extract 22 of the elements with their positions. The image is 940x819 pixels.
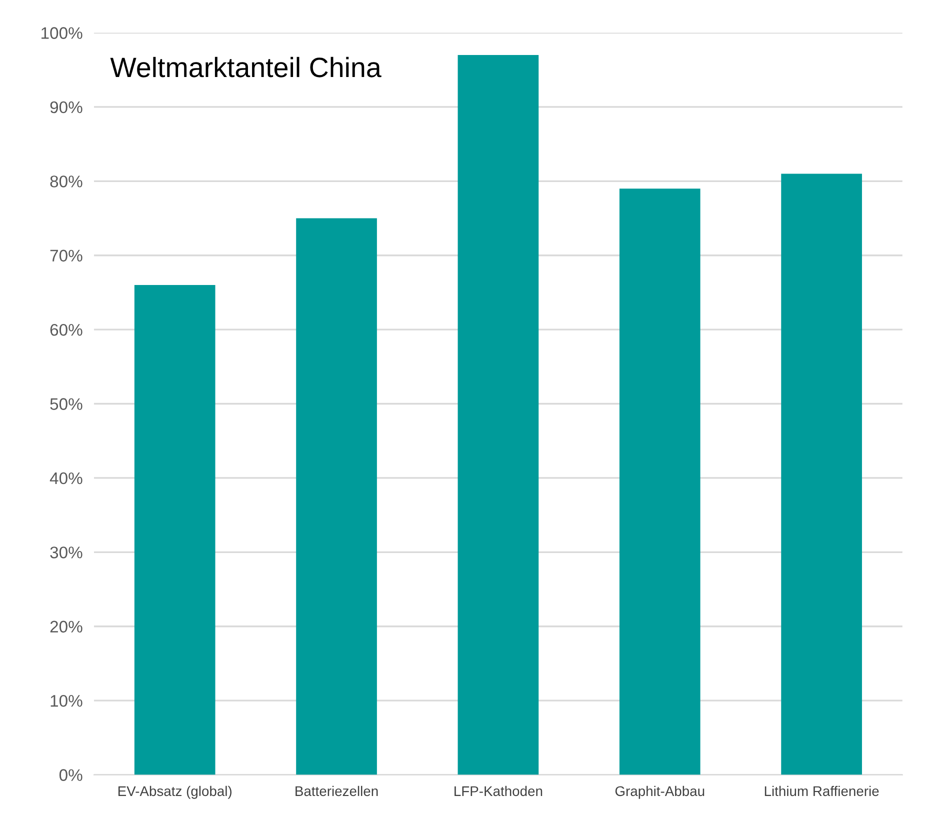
y-tick-label: 80% bbox=[50, 176, 82, 188]
y-tick-label: 30% bbox=[50, 546, 82, 558]
y-tick-label: 40% bbox=[50, 472, 82, 484]
bar bbox=[458, 55, 539, 775]
y-tick-label: 90% bbox=[50, 101, 82, 114]
y-tick-label: 70% bbox=[50, 250, 82, 262]
x-tick-label: EV-Absatz (global) bbox=[118, 786, 232, 799]
x-tick-label: Graphit-Abbau bbox=[615, 786, 704, 799]
y-tick-label: 0% bbox=[59, 769, 82, 781]
x-tick-label: LFP-Kathoden bbox=[454, 786, 542, 796]
bar bbox=[134, 285, 216, 775]
y-tick-label: 100% bbox=[42, 27, 82, 39]
bar bbox=[619, 188, 700, 775]
bar bbox=[781, 174, 862, 775]
y-tick-label: 10% bbox=[50, 694, 82, 707]
bar bbox=[296, 218, 377, 775]
x-tick-label: Lithium Raffienerie bbox=[764, 786, 879, 796]
x-tick-label: Batteriezellen bbox=[296, 786, 378, 796]
y-tick-label: 20% bbox=[50, 620, 82, 633]
y-tick-label: 60% bbox=[50, 324, 82, 336]
text: Weltmarktanteil China bbox=[110, 56, 382, 78]
y-tick-label: 50% bbox=[50, 398, 82, 410]
